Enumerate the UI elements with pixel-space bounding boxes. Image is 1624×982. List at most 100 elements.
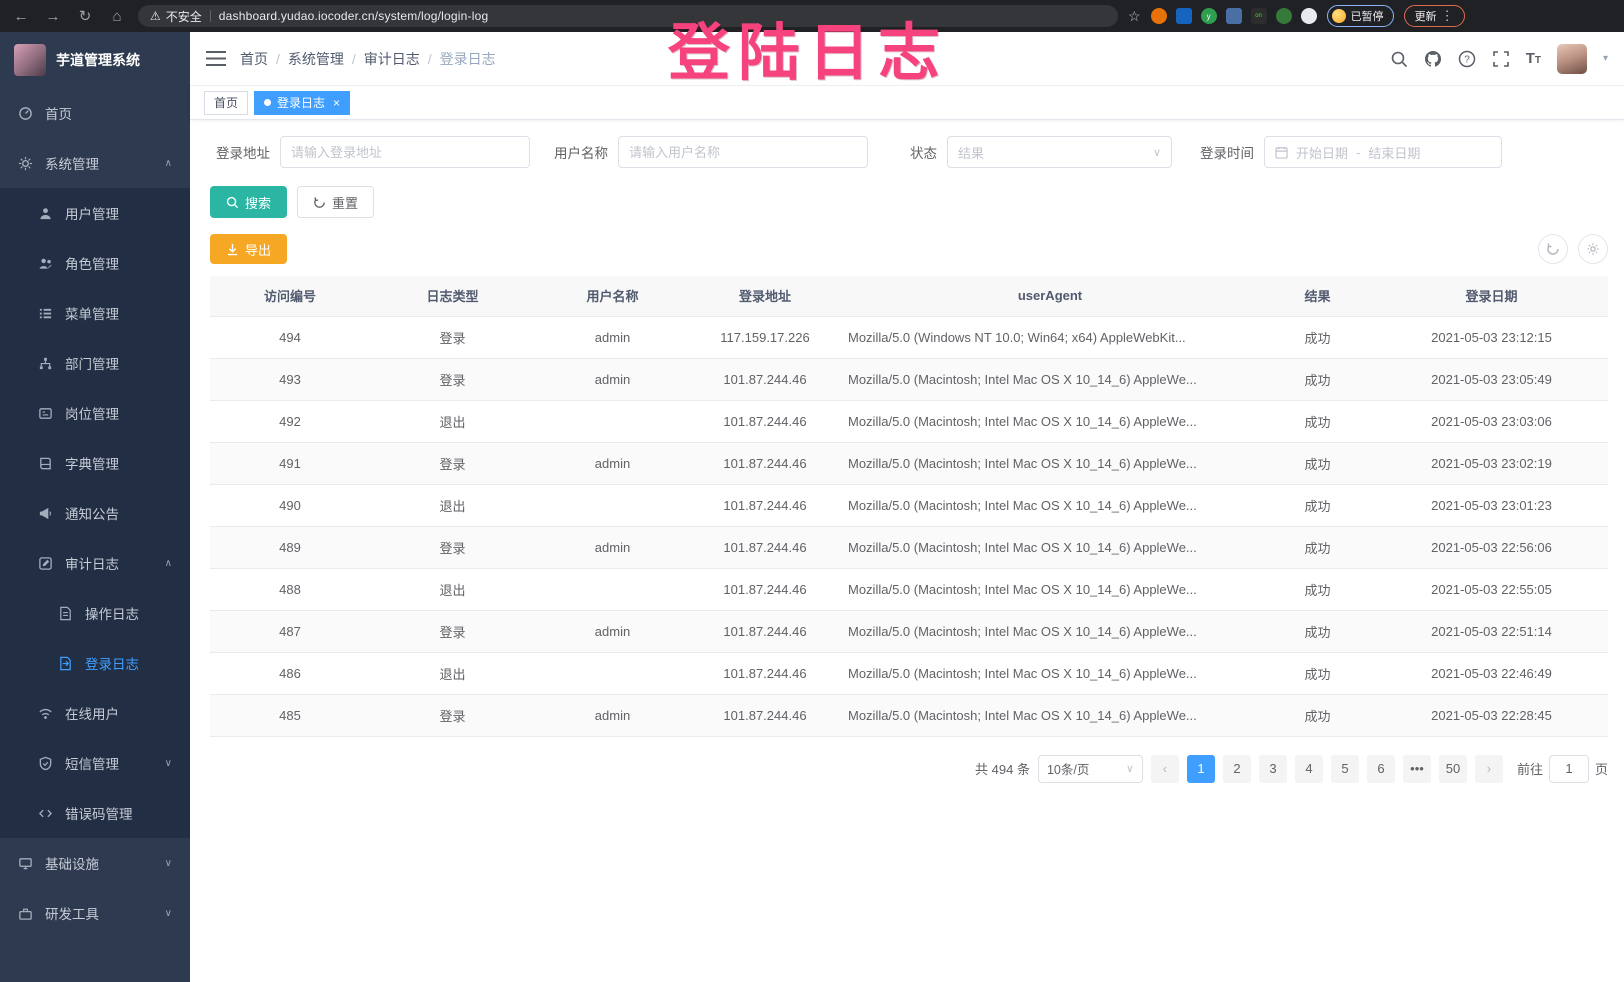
app-logo — [14, 44, 46, 76]
paused-badge[interactable]: 已暂停 — [1326, 5, 1394, 27]
kebab-menu-icon[interactable]: ⋮ — [1440, 8, 1454, 23]
breadcrumb-system[interactable]: 系统管理 — [287, 50, 344, 67]
search-button[interactable]: 搜索 — [210, 186, 288, 218]
page-size-select[interactable]: 10条/页 ∨ — [1037, 754, 1143, 783]
extension-icon-leaf[interactable] — [1275, 8, 1292, 24]
font-size-icon[interactable]: TT — [1525, 50, 1541, 67]
app-logo-row[interactable]: 芋道管理系统 — [0, 32, 190, 88]
sidebar-item-notice-announcement[interactable]: 通知公告 — [0, 488, 190, 538]
user-icon — [40, 207, 51, 219]
dev-tools-icon — [19, 908, 32, 920]
sidebar-item-login-log[interactable]: 登录日志 — [0, 638, 190, 688]
address-bar[interactable]: ⚠ 不安全 dashboard.yudao.iocoder.cn/system/… — [138, 5, 1118, 27]
user-avatar[interactable] — [1556, 43, 1587, 74]
breadcrumb-home[interactable]: 首页 — [240, 50, 268, 67]
cell-username: admin — [535, 694, 690, 737]
page-button-1[interactable]: 1 — [1186, 754, 1215, 783]
fullscreen-icon[interactable] — [1492, 50, 1510, 68]
browser-forward-icon[interactable]: → — [45, 7, 61, 25]
browser-back-icon[interactable]: ← — [13, 7, 29, 25]
next-page-button[interactable]: › — [1474, 754, 1503, 783]
online-users-icon — [39, 708, 52, 719]
close-tab-icon[interactable]: × — [333, 95, 341, 110]
extension-icon-blue-square[interactable] — [1225, 8, 1242, 24]
date-end-placeholder: 结束日期 — [1368, 145, 1421, 161]
active-dot-icon — [264, 99, 272, 106]
avatar-caret-icon[interactable]: ▾ — [1602, 53, 1608, 64]
tags-view-bar: 首页 登录日志 × — [190, 86, 1624, 120]
tab-login-log[interactable]: 登录日志 × — [254, 90, 351, 115]
login-log-icon — [60, 656, 71, 670]
help-icon[interactable]: ? — [1458, 50, 1476, 68]
cell-login-ip: 101.87.244.46 — [690, 358, 840, 401]
refresh-table-button[interactable] — [1538, 234, 1568, 264]
update-button[interactable]: 更新 ⋮ — [1403, 5, 1465, 27]
sidebar-item-online-users[interactable]: 在线用户 — [0, 688, 190, 738]
page-button-4[interactable]: 4 — [1294, 754, 1323, 783]
cell-username: admin — [535, 610, 690, 653]
cell-username — [535, 652, 690, 695]
cell-id: 485 — [210, 694, 370, 737]
bookmark-star-icon[interactable]: ☆ — [1128, 7, 1141, 24]
breadcrumb-audit-log[interactable]: 审计日志 — [363, 50, 420, 67]
cell-log-type: 退出 — [370, 652, 535, 695]
cell-id: 493 — [210, 358, 370, 401]
login-time-range-picker[interactable]: 开始日期 - 结束日期 — [1264, 136, 1502, 168]
sidebar-item-post-management[interactable]: 岗位管理 — [0, 388, 190, 438]
reset-button[interactable]: 重置 — [297, 186, 375, 218]
extension-icon-blue-shield[interactable] — [1175, 8, 1192, 24]
cell-user-agent: Mozilla/5.0 (Macintosh; Intel Mac OS X 1… — [840, 358, 1260, 401]
browser-reload-icon[interactable]: ↻ — [78, 8, 92, 25]
browser-home-icon[interactable]: ⌂ — [112, 7, 122, 25]
username-input[interactable] — [618, 136, 868, 168]
page-button-50[interactable]: 50 — [1438, 754, 1467, 783]
table-settings-button[interactable] — [1578, 234, 1608, 264]
cell-login-ip: 101.87.244.46 — [690, 484, 840, 527]
security-label: 不安全 — [165, 9, 202, 24]
sidebar-item-dev-tools[interactable]: 研发工具 ∨ — [0, 888, 190, 938]
sidebar-item-role-management[interactable]: 角色管理 — [0, 238, 190, 288]
sidebar-item-department-management[interactable]: 部门管理 — [0, 338, 190, 388]
page-ellipsis[interactable]: ••• — [1402, 754, 1431, 783]
export-button[interactable]: 导出 — [210, 234, 288, 264]
cell-result: 成功 — [1260, 526, 1375, 569]
warning-icon: ⚠ — [150, 9, 161, 23]
status-select[interactable]: 结果 ∨ — [947, 136, 1172, 168]
github-icon[interactable] — [1424, 50, 1442, 68]
prev-page-button[interactable]: ‹ — [1150, 754, 1179, 783]
top-navbar: 首页 / 系统管理 / 审计日志 / 登录日志 ? TT ▾ — [190, 32, 1624, 86]
sidebar-item-system-management[interactable]: 系统管理 ∧ — [0, 138, 190, 188]
extension-icon-orange[interactable] — [1150, 8, 1167, 24]
extension-icon-paw[interactable] — [1300, 8, 1317, 24]
sidebar-item-menu-management[interactable]: 菜单管理 — [0, 288, 190, 338]
hamburger-icon[interactable] — [206, 50, 226, 67]
audit-log-icon — [39, 556, 52, 570]
cell-username: admin — [535, 442, 690, 485]
goto-page-input[interactable] — [1548, 754, 1589, 783]
date-start-placeholder: 开始日期 — [1296, 145, 1349, 161]
extension-icon-green-circle[interactable]: y — [1200, 8, 1217, 24]
extension-icon-on[interactable]: on — [1250, 8, 1267, 24]
sidebar-item-user-management[interactable]: 用户管理 — [0, 188, 190, 238]
sidebar-item-error-code-management[interactable]: 错误码管理 — [0, 788, 190, 838]
chevron-down-icon: ∨ — [1152, 146, 1161, 159]
login-address-input[interactable] — [280, 136, 530, 168]
table-row: 492 退出 101.87.244.46 Mozilla/5.0 (Macintosh… — [210, 400, 1608, 443]
cell-login-ip: 101.87.244.46 — [690, 526, 840, 569]
sidebar-item-audit-log[interactable]: 审计日志 ∧ — [0, 538, 190, 588]
page-button-5[interactable]: 5 — [1330, 754, 1359, 783]
page-button-3[interactable]: 3 — [1258, 754, 1287, 783]
tab-home[interactable]: 首页 — [204, 90, 249, 115]
cell-login-date: 2021-05-03 22:46:49 — [1375, 652, 1608, 695]
search-icon[interactable] — [1390, 50, 1408, 68]
sidebar-item-operation-log[interactable]: 操作日志 — [0, 588, 190, 638]
cell-login-ip: 101.87.244.46 — [690, 568, 840, 611]
sidebar-item-dictionary-management[interactable]: 字典管理 — [0, 438, 190, 488]
page-button-6[interactable]: 6 — [1366, 754, 1395, 783]
sidebar-item-sms-management[interactable]: 短信管理 ∨ — [0, 738, 190, 788]
security-chip[interactable]: ⚠ 不安全 — [150, 8, 202, 25]
page-button-2[interactable]: 2 — [1222, 754, 1251, 783]
sidebar-item-home[interactable]: 首页 — [0, 88, 190, 138]
download-icon — [227, 243, 238, 255]
sidebar-item-infrastructure[interactable]: 基础设施 ∨ — [0, 838, 190, 888]
